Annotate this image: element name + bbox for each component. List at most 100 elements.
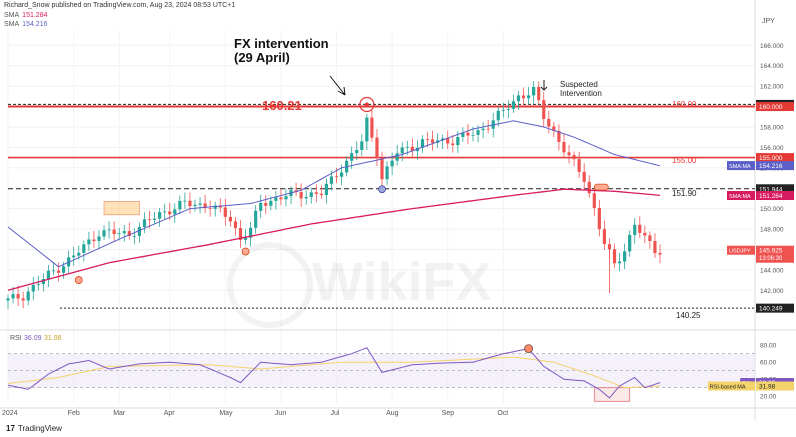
candle-body xyxy=(648,235,652,241)
candle-body xyxy=(21,298,25,301)
rsi-peak-marker xyxy=(524,344,533,354)
breakdown-marker xyxy=(593,183,609,191)
candle-body xyxy=(77,252,81,256)
candle-body xyxy=(82,244,86,253)
level-label-155: 155.00 xyxy=(672,156,697,165)
sma-touch-marker-3 xyxy=(74,276,83,284)
watermark-circle xyxy=(227,242,313,328)
price-tag-prefix-text: USDJPY xyxy=(729,249,751,255)
price-tag-prefix-text: SMA:MA xyxy=(729,164,751,170)
candle-body xyxy=(425,139,430,141)
candle-body xyxy=(537,86,541,101)
level-label-16021: 160.21 xyxy=(262,98,302,113)
candle-body xyxy=(284,196,288,200)
candle-body xyxy=(142,219,147,227)
candle-body xyxy=(329,176,334,184)
level-label-160: 160.00 xyxy=(672,100,697,109)
price-tag xyxy=(756,184,794,194)
candle-body xyxy=(26,291,30,301)
candle-body xyxy=(597,207,601,230)
candle-body xyxy=(137,226,142,236)
candle-body xyxy=(92,239,96,241)
fx-intervention-date: (29 April) xyxy=(234,50,290,65)
sma-slow-value: 154.216 xyxy=(22,21,48,28)
candle-body xyxy=(451,143,455,146)
x-tick-label: Apr xyxy=(164,410,176,417)
candle-body xyxy=(339,172,344,177)
candle-body xyxy=(87,239,91,245)
price-tag-text: 160.000 xyxy=(759,104,783,111)
candle-body xyxy=(375,137,379,158)
price-tag-text: 151.284 xyxy=(759,193,783,200)
candle-body xyxy=(254,210,258,228)
candle-body xyxy=(279,197,283,200)
price-tag xyxy=(756,161,794,171)
x-tick-label: Oct xyxy=(497,410,508,417)
candle-body xyxy=(633,224,637,235)
fx-intervention-title: FX intervention xyxy=(234,36,329,51)
candle-body xyxy=(259,202,263,211)
sma-slow-line xyxy=(7,188,661,291)
candle-body xyxy=(208,208,212,209)
candle-body xyxy=(173,209,177,215)
candle-body xyxy=(501,109,505,111)
candle-body xyxy=(602,229,607,245)
candle-body xyxy=(446,138,450,144)
candle-body xyxy=(16,294,20,299)
candle-body xyxy=(11,294,15,299)
candle-body xyxy=(112,229,116,235)
candle-body xyxy=(198,203,202,205)
candle-body xyxy=(617,261,622,264)
candle-body xyxy=(61,266,66,273)
candle-body xyxy=(466,132,470,136)
sma-touch-marker-2 xyxy=(241,247,250,256)
candle-body xyxy=(72,255,76,258)
tradingview-text: TradingView xyxy=(17,424,62,433)
candle-body xyxy=(532,86,536,96)
candle-body xyxy=(188,200,192,207)
candle-body xyxy=(132,235,136,237)
candle-body xyxy=(203,203,207,209)
sma-fast-label: SMA xyxy=(4,12,20,19)
candle-body xyxy=(557,130,561,143)
candle-body xyxy=(31,284,35,292)
candle-body xyxy=(481,128,485,131)
y-tick-label: 164.000 xyxy=(760,63,784,70)
level-label-14025: 140.25 xyxy=(676,311,701,320)
price-tag-prefix-text: SMA:MA xyxy=(729,194,751,200)
candle-body xyxy=(658,253,662,255)
candle-body xyxy=(238,228,243,240)
candle-body xyxy=(152,218,157,220)
candle-body xyxy=(577,159,581,172)
candle-body xyxy=(572,155,576,160)
rsi-y-tick-label: 20.00 xyxy=(760,394,777,401)
candle-body xyxy=(628,234,632,252)
candle-body xyxy=(319,193,323,196)
candle-body xyxy=(314,192,318,194)
price-tag xyxy=(756,153,794,163)
suspected-label-1: Suspected xyxy=(560,80,598,89)
candle-body xyxy=(582,171,586,182)
rsi-tag-prefix-text: RSI-based MA xyxy=(710,385,746,391)
candle-body xyxy=(147,219,152,221)
wikifx-watermark: WikiFX xyxy=(227,242,492,328)
candle-body xyxy=(365,117,369,142)
candle-body xyxy=(405,146,409,148)
candle-body xyxy=(380,157,384,180)
candle-body xyxy=(249,227,253,238)
candle-body xyxy=(461,132,465,137)
candle-body xyxy=(395,153,399,161)
suspected-arrow xyxy=(540,80,548,91)
intervention-dot xyxy=(364,102,369,107)
candle-body xyxy=(410,146,414,152)
candle-body xyxy=(496,110,500,121)
price-tag xyxy=(756,102,794,112)
candle-body xyxy=(653,240,657,254)
rsi-tag-text: 31.98 xyxy=(759,384,776,391)
candle-body xyxy=(370,117,374,138)
candle-body xyxy=(592,193,596,208)
candle-body xyxy=(547,118,551,127)
candle-body xyxy=(355,150,359,154)
candle-body xyxy=(521,95,526,99)
